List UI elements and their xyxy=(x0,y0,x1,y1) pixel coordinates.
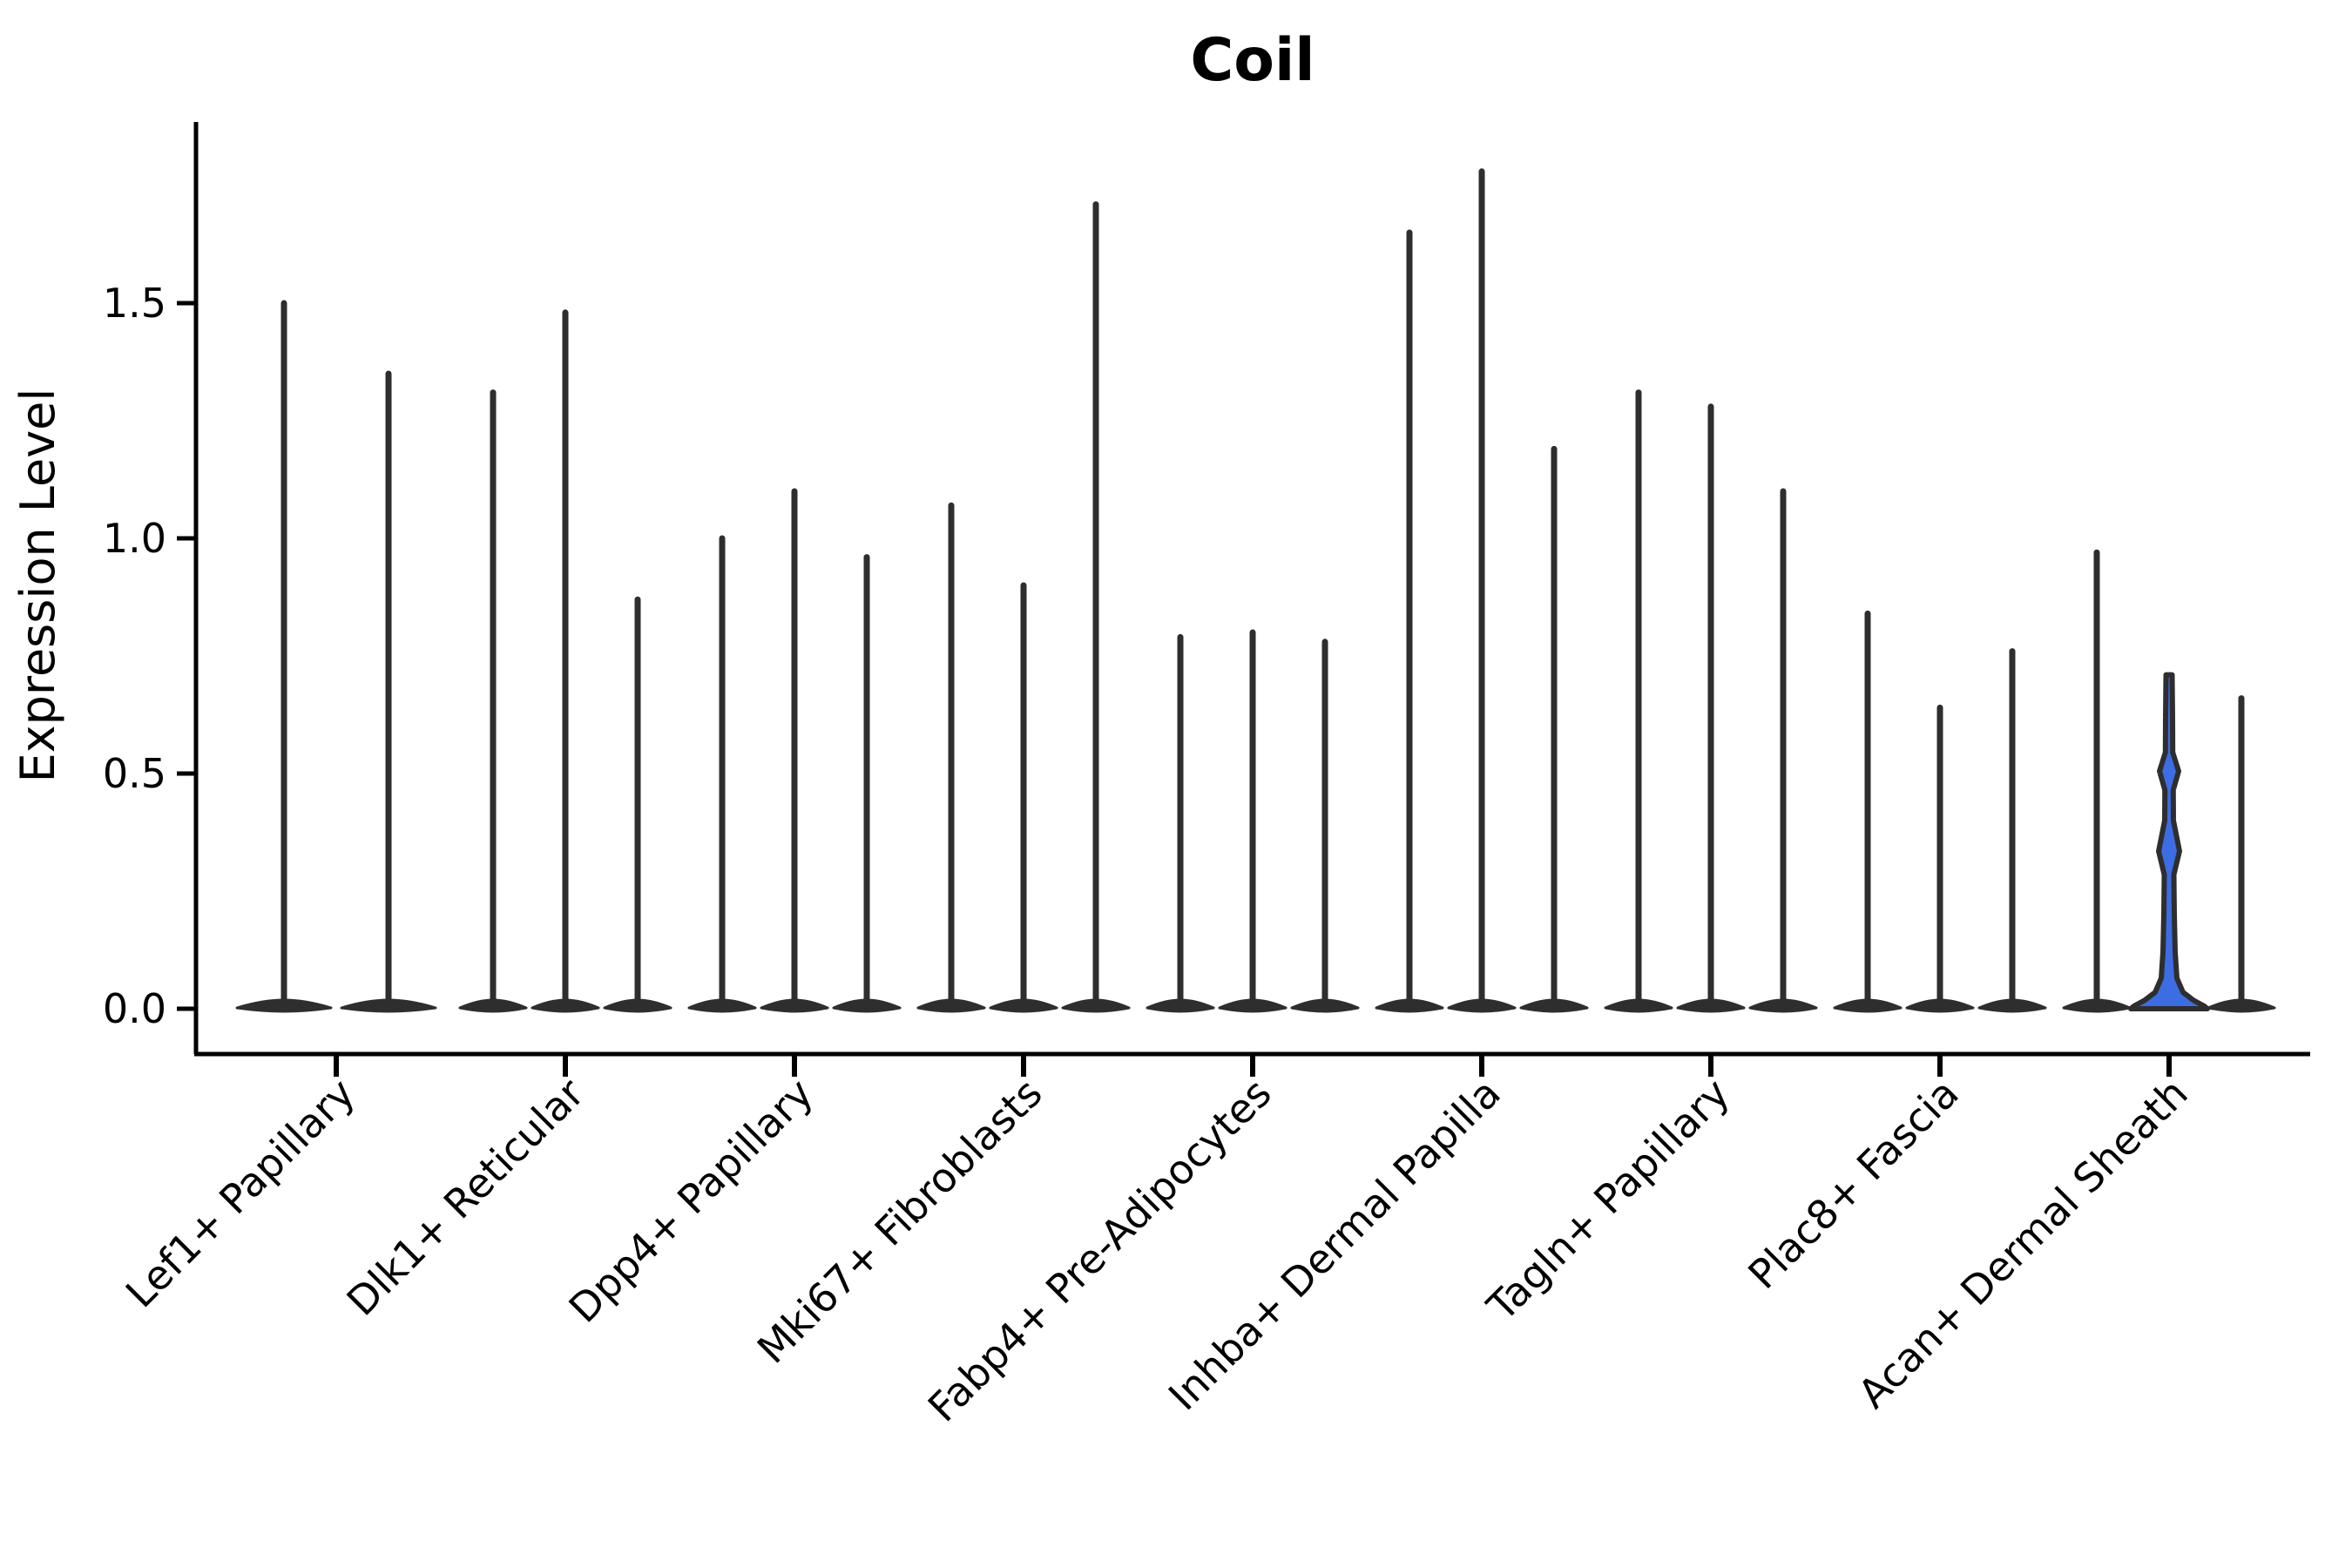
y-tick-label: 1.0 xyxy=(103,515,166,562)
y-axis-label: Expression Level xyxy=(10,389,65,783)
violin-group xyxy=(458,309,672,1013)
violin-group xyxy=(916,201,1131,1013)
violin-group xyxy=(1146,629,1360,1013)
x-category-label: Dpp4+ Papillary xyxy=(560,1070,822,1332)
highlighted-violin xyxy=(2128,672,2210,1011)
violin-group xyxy=(235,300,437,1013)
chart-title: Coil xyxy=(1190,26,1315,95)
y-tick-label: 1.5 xyxy=(103,280,166,327)
violin-group xyxy=(1375,168,1589,1013)
x-category-label: Plac8+ Fascia xyxy=(1739,1070,1967,1298)
violin-group xyxy=(687,488,902,1013)
violin-group xyxy=(2062,549,2276,1013)
violins-layer xyxy=(235,168,2276,1013)
violin-group xyxy=(1604,389,1818,1013)
x-category-label: Tagln+ Papillary xyxy=(1477,1070,1739,1331)
y-tick-label: 0.5 xyxy=(103,750,166,797)
violin-group xyxy=(1833,610,2047,1013)
x-category-label: Dlk1+ Reticular xyxy=(338,1070,593,1325)
y-tick-label: 0.0 xyxy=(103,985,166,1032)
x-category-label: Lef1+ Papillary xyxy=(117,1070,364,1317)
